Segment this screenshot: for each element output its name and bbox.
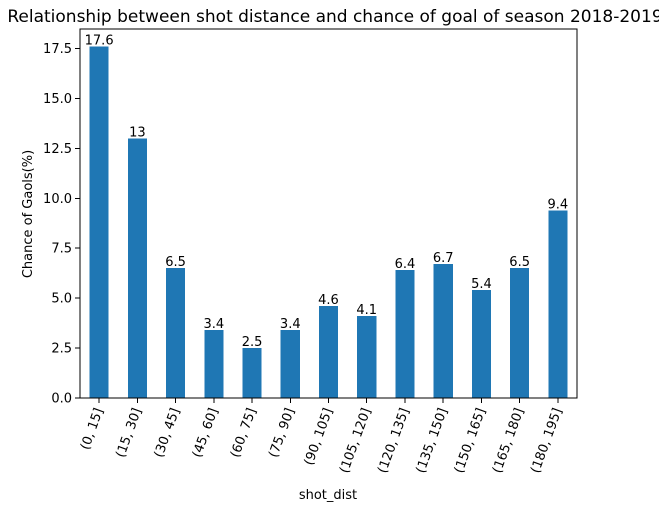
bar: [242, 348, 262, 398]
bar: [127, 138, 147, 399]
bar: [395, 270, 415, 398]
y-axis-label: Chance of Gaols(%): [21, 150, 36, 278]
x-tick-label: (15, 30]: [113, 406, 145, 460]
data-label: 2.5: [242, 335, 263, 350]
chart-title: Relationship between shot distance and c…: [7, 7, 659, 27]
x-tick-label: (90, 105]: [302, 406, 337, 467]
x-tick-label: (135, 150]: [414, 406, 451, 475]
data-label: 5.4: [471, 277, 492, 292]
bar: [471, 290, 491, 398]
x-tick-label: (60, 75]: [228, 406, 260, 460]
data-label: 3.4: [280, 317, 301, 332]
bar: [166, 268, 186, 398]
data-label: 4.1: [356, 303, 377, 318]
y-tick-label: 2.5: [51, 342, 72, 357]
y-tick-label: 7.5: [51, 242, 72, 257]
x-tick-label: (75, 90]: [266, 406, 298, 460]
bar: [357, 316, 377, 398]
data-label: 6.4: [395, 257, 416, 272]
y-tick-label: 15.0: [43, 92, 72, 107]
data-label: 13: [129, 125, 146, 140]
data-label: 4.6: [318, 293, 339, 308]
bar: [548, 210, 568, 398]
x-tick-label: (45, 60]: [190, 406, 222, 460]
x-tick-label: (150, 165]: [452, 406, 489, 475]
x-axis-label: shot_dist: [299, 488, 357, 503]
x-tick-label: (165, 180]: [490, 406, 527, 475]
y-tick-label: 10.0: [43, 192, 72, 207]
bar: [280, 330, 300, 398]
y-tick-label: 5.0: [51, 292, 72, 307]
data-label: 9.4: [548, 197, 569, 212]
bar: [318, 306, 339, 398]
x-tick-label: (0, 15]: [78, 406, 107, 452]
data-label: 6.7: [433, 251, 454, 266]
bar: [510, 268, 530, 398]
axes-frame: [79, 28, 578, 399]
x-tick-label: (30, 45]: [152, 406, 184, 460]
x-tick-label: (120, 135]: [375, 406, 412, 475]
bar: [204, 330, 224, 398]
data-label: 17.6: [85, 34, 114, 49]
data-label: 6.5: [509, 255, 530, 270]
y-tick-label: 0.0: [51, 392, 72, 407]
x-tick-label: (180, 195]: [528, 406, 565, 475]
bar: [433, 264, 453, 398]
plot-area: 17.6 (0, 15] 13 (15, 30] 6.5 (30, 45] 3.4 (45, …: [43, 28, 578, 475]
data-label: 6.5: [165, 255, 186, 270]
y-tick-label: 17.5: [43, 42, 72, 57]
bar: [89, 46, 109, 398]
data-label: 3.4: [203, 317, 224, 332]
x-tick-label: (105, 120]: [337, 406, 374, 475]
y-tick-label: 12.5: [43, 142, 72, 157]
